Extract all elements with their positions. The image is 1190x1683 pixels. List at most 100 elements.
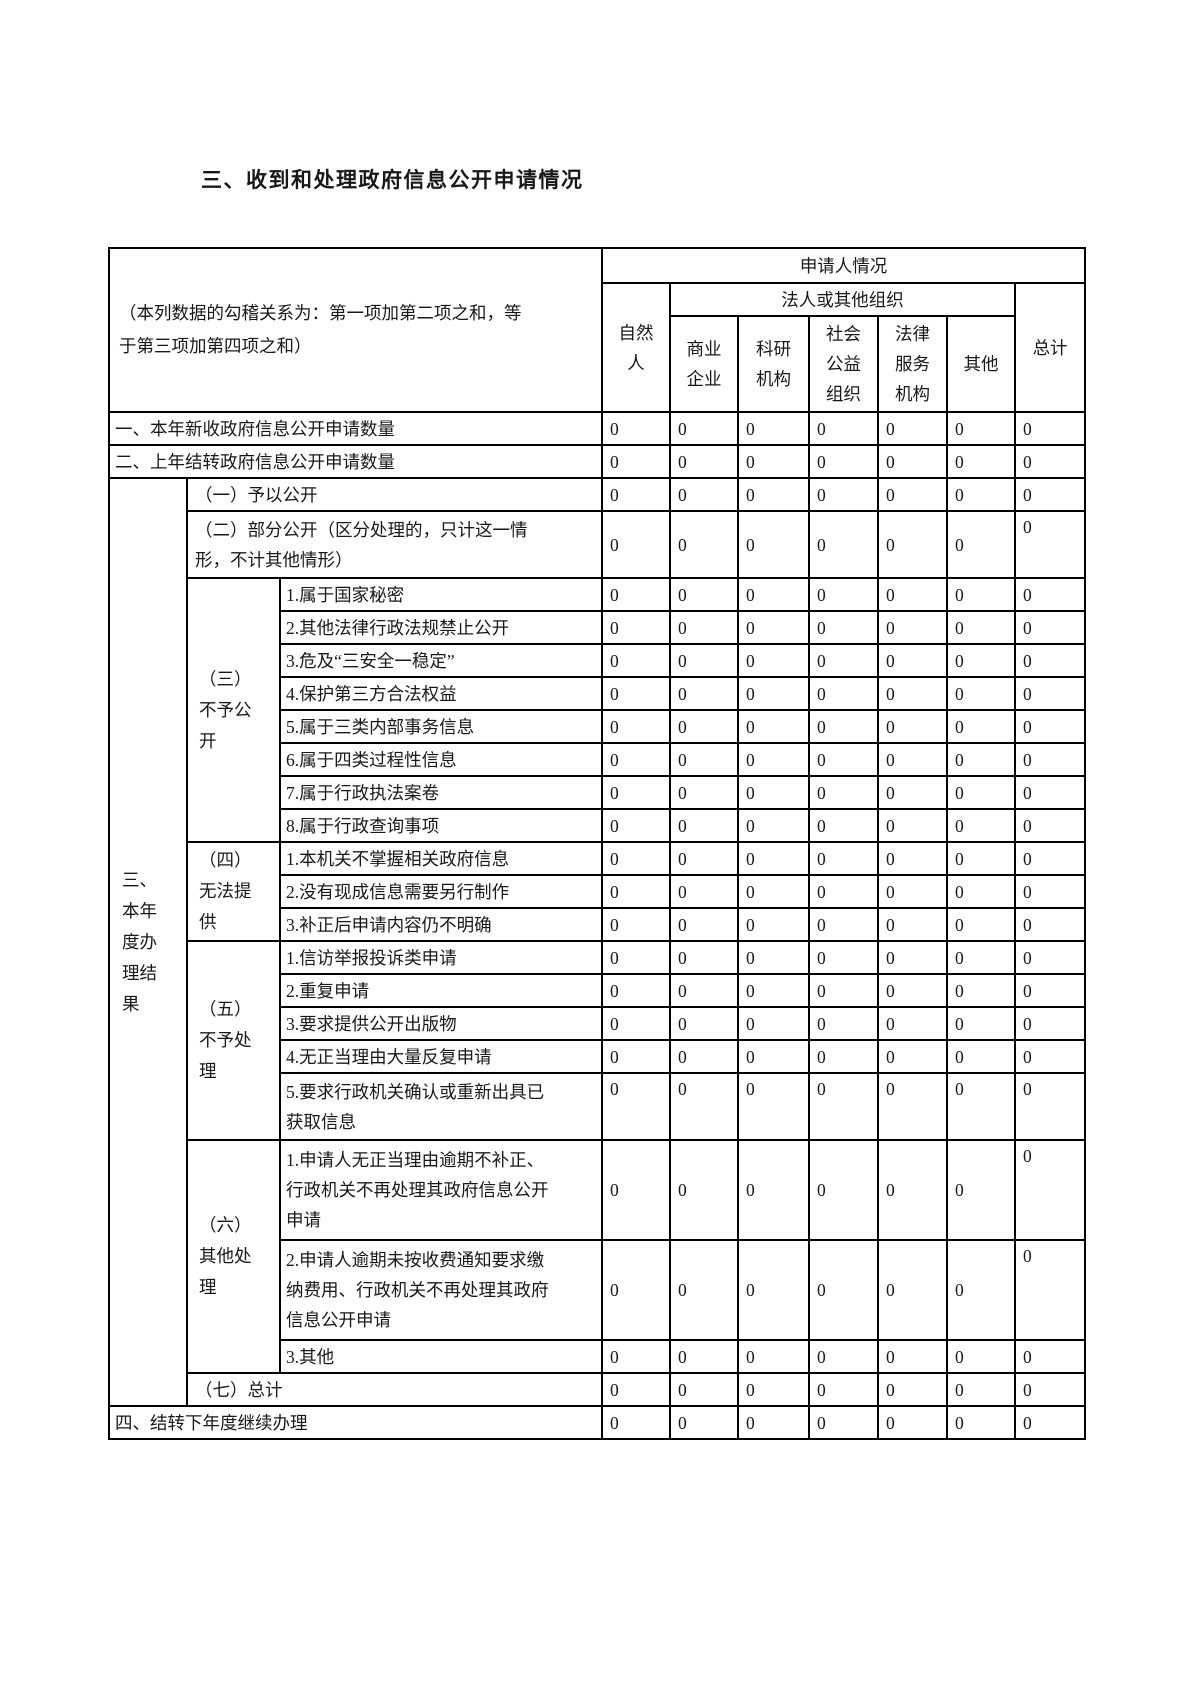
value-cell: 0 <box>669 709 740 744</box>
table-row: 二、上年结转政府信息公开申请数量 0 0 0 0 0 0 0 <box>107 444 1087 479</box>
value-cell: 0 <box>669 1039 740 1074</box>
value-cell: 0 <box>669 1139 740 1241</box>
col-header-research: 科研 机构 <box>737 315 811 413</box>
total-cell: 0 <box>1014 1239 1087 1341</box>
value-cell: 0 <box>946 808 1017 843</box>
value-cell: 0 <box>669 1372 740 1407</box>
value-cell: 0 <box>877 709 949 744</box>
row-label: 2.没有现成信息需要另行制作 <box>278 874 604 909</box>
total-cell: 0 <box>1014 477 1087 512</box>
value-cell: 0 <box>669 411 740 446</box>
value-cell: 0 <box>877 1039 949 1074</box>
total-cell: 0 <box>1014 841 1087 876</box>
value-cell: 0 <box>737 1139 811 1241</box>
value-cell: 0 <box>737 1339 811 1374</box>
section-cell: 三、本年度办理结果 <box>108 477 188 1407</box>
table-row: 8.属于行政查询事项 0 0 0 0 0 0 0 <box>109 808 1087 843</box>
value-cell: 0 <box>877 808 949 843</box>
col-header-legal-org-group: 法人或其他组织 <box>669 282 1017 317</box>
value-cell: 0 <box>877 411 949 446</box>
col-header-commercial: 商业 企业 <box>669 315 740 413</box>
total-cell: 0 <box>1014 1006 1087 1041</box>
value-cell: 0 <box>808 874 880 909</box>
value-cell: 0 <box>946 676 1017 711</box>
value-cell: 0 <box>946 643 1017 678</box>
col-header-applicant-group: 申请人情况 <box>601 247 1087 284</box>
value-cell: 0 <box>808 1006 880 1041</box>
value-cell: 0 <box>737 907 811 942</box>
value-cell: 0 <box>601 907 672 942</box>
value-cell: 0 <box>601 477 672 512</box>
value-cell: 0 <box>808 510 880 579</box>
value-cell: 0 <box>946 577 1017 612</box>
value-cell: 0 <box>946 444 1017 479</box>
total-cell: 0 <box>1014 775 1087 810</box>
value-cell: 0 <box>601 676 672 711</box>
row-label: 3.危及“三安全一稳定” <box>278 643 604 678</box>
row-label: （一）予以公开 <box>185 477 604 512</box>
value-cell: 0 <box>877 510 949 579</box>
value-cell: 0 <box>877 1339 949 1374</box>
row-label: 3.其他 <box>278 1339 604 1374</box>
table-row: 2.没有现成信息需要另行制作 0 0 0 0 0 0 0 <box>109 874 1087 909</box>
value-cell: 0 <box>808 1372 880 1407</box>
value-cell: 0 <box>669 676 740 711</box>
value-cell: 0 <box>808 610 880 645</box>
value-cell: 0 <box>946 709 1017 744</box>
value-cell: 0 <box>808 1405 880 1440</box>
value-cell: 0 <box>808 1339 880 1374</box>
value-cell: 0 <box>808 1039 880 1074</box>
value-cell: 0 <box>601 1039 672 1074</box>
group-cell: （四）无法提供 <box>186 841 281 942</box>
value-cell: 0 <box>877 477 949 512</box>
row-label: 1.属于国家秘密 <box>278 577 604 612</box>
total-cell: 0 <box>1014 940 1087 975</box>
row-label: 6.属于四类过程性信息 <box>278 742 604 777</box>
value-cell: 0 <box>601 643 672 678</box>
row-label: 8.属于行政查询事项 <box>278 808 604 843</box>
col-header-natural-person: 自然 人 <box>601 282 672 413</box>
value-cell: 0 <box>808 1139 880 1241</box>
value-cell: 0 <box>737 1405 811 1440</box>
value-cell: 0 <box>808 907 880 942</box>
col-header-legal-service: 法律 服务 机构 <box>877 315 949 413</box>
value-cell: 0 <box>737 973 811 1008</box>
value-cell: 0 <box>737 444 811 479</box>
value-cell: 0 <box>601 775 672 810</box>
col-header-social-welfare: 社会 公益 组织 <box>808 315 880 413</box>
value-cell: 0 <box>737 709 811 744</box>
value-cell: 0 <box>737 1239 811 1341</box>
value-cell: 0 <box>669 1006 740 1041</box>
table-row: 2.申请人逾期未按收费通知要求缴 纳费用、行政机关不再处理其政府 信息公开申请 0… <box>109 1239 1087 1341</box>
value-cell: 0 <box>877 1006 949 1041</box>
total-cell: 0 <box>1014 643 1087 678</box>
row-label: 2.申请人逾期未按收费通知要求缴 纳费用、行政机关不再处理其政府 信息公开申请 <box>278 1239 604 1341</box>
value-cell: 0 <box>601 973 672 1008</box>
total-cell: 0 <box>1014 907 1087 942</box>
value-cell: 0 <box>946 411 1017 446</box>
value-cell: 0 <box>808 444 880 479</box>
value-cell: 0 <box>601 1239 672 1341</box>
table-row: （四）无法提供 1.本机关不掌握相关政府信息 0 0 0 0 0 0 0 <box>109 841 1087 942</box>
value-cell: 0 <box>601 841 672 876</box>
table-row: （五）不予处理 1.信访举报投诉类申请 0 0 0 0 0 0 0 <box>109 940 1087 1141</box>
total-cell: 0 <box>1014 1339 1087 1374</box>
header-row-org-types: 商业 企业 科研 机构 社会 公益 组织 法律 服务 机构 其他 <box>109 315 1085 413</box>
value-cell: 0 <box>808 477 880 512</box>
value-cell: 0 <box>737 477 811 512</box>
table-header: （本列数据的勾稽关系为：第一项加第二项之和，等 于第三项加第四项之和） 申请人情… <box>107 247 1087 413</box>
value-cell: 0 <box>669 775 740 810</box>
value-cell: 0 <box>877 444 949 479</box>
value-cell: 0 <box>601 1006 672 1041</box>
value-cell: 0 <box>946 1072 1017 1141</box>
value-cell: 0 <box>601 709 672 744</box>
value-cell: 0 <box>601 1339 672 1374</box>
value-cell: 0 <box>669 841 740 876</box>
value-cell: 0 <box>877 610 949 645</box>
value-cell: 0 <box>669 973 740 1008</box>
value-cell: 0 <box>737 643 811 678</box>
value-cell: 0 <box>601 1372 672 1407</box>
value-cell: 0 <box>877 841 949 876</box>
row-label: 1.信访举报投诉类申请 <box>278 940 604 975</box>
total-cell: 0 <box>1014 1139 1087 1241</box>
